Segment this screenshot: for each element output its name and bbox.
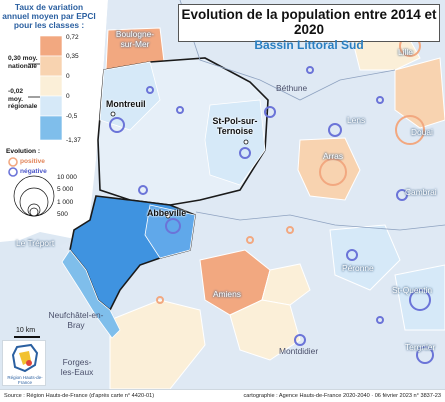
dot-montreuil	[110, 111, 116, 117]
city-label-arras: Arras	[323, 151, 344, 161]
epci-peronne	[329, 224, 401, 291]
city-label-bethune: Béthune	[276, 83, 308, 93]
region-logo-text: Région Hauts-de-France	[7, 375, 43, 385]
city-label-douai: Douai	[411, 127, 433, 137]
title-box: Evolution de la population entre 2014 et…	[178, 4, 440, 52]
footer-credit: cartographie : Agence Hauts-de-France 20…	[243, 393, 441, 399]
legend-class-label: 0,72	[66, 34, 79, 41]
city-label-neufchatel: Neufchâtel-en-Bray	[48, 310, 104, 330]
city-label-stquentin: St-Quentin	[392, 285, 433, 295]
epci-amiens-east	[261, 263, 311, 306]
border-north	[179, 0, 396, 101]
circle-stpol	[239, 147, 251, 159]
legend-swatch-4	[39, 95, 63, 117]
legend-negative-circle	[8, 167, 18, 177]
footer: Source : Région Hauts-de-France (d'après…	[0, 389, 445, 402]
circle-small-5	[376, 96, 384, 104]
circle-montdidier	[294, 334, 306, 346]
legend-positive-label: positive	[20, 158, 45, 165]
city-label-abbeville: Abbeville	[147, 208, 187, 218]
epci-arras	[297, 137, 361, 201]
city-label-forges: Forges-les-Eaux	[60, 357, 94, 377]
legend-positive-circle	[8, 157, 18, 167]
circle-bethune	[264, 106, 276, 118]
circle-small-6	[286, 226, 294, 234]
circle-arras	[319, 158, 347, 186]
epci-letreport	[61, 249, 121, 339]
scale-bar-label: 10 km	[16, 327, 36, 334]
city-label-montreuil: Montreuil	[106, 99, 146, 109]
region-logo: Région Hauts-de-France	[2, 340, 46, 386]
region-logo-mark	[11, 343, 39, 373]
circle-douai	[395, 115, 425, 145]
city-label-peronne: Péronne	[342, 263, 374, 273]
legend-size-label: 10 000	[57, 174, 77, 181]
city-label-lens: Lens	[347, 115, 366, 125]
legend-swatch-5	[39, 115, 63, 141]
city-label-montdidier: Montdidier	[279, 346, 319, 356]
legend-class-label: 0,35	[66, 53, 79, 60]
circle-lens	[328, 123, 342, 137]
circle-stquentin	[409, 289, 431, 311]
epci-lille-area	[394, 57, 445, 129]
dot-abbeville	[165, 213, 171, 219]
city-label-lille: Lille	[398, 47, 413, 57]
legend-evolution-title: Evolution :	[6, 148, 41, 155]
city-label-amiens: Amiens	[213, 289, 241, 299]
map-title: Evolution de la population entre 2014 et…	[181, 7, 437, 37]
circle-peronne	[346, 249, 358, 261]
legend-size-label: 1 000	[57, 199, 74, 206]
circle-cambrai	[396, 189, 408, 201]
legend-swatch-3	[39, 75, 63, 97]
circle-small-2	[146, 86, 154, 94]
legend-swatch-1	[39, 35, 63, 57]
circle-amiens	[213, 268, 247, 302]
map-subtitle: Bassin Littoral Sud	[254, 38, 364, 52]
epci-stpol	[204, 99, 266, 186]
scale-bar	[14, 336, 40, 338]
city-label-letreport: Le Tréport	[16, 238, 55, 248]
epci-south	[229, 299, 301, 361]
legend-class-label: -1,37	[66, 137, 81, 144]
city-label-cambrai: Cambrai	[405, 187, 437, 197]
legend-class-label: -0,5	[66, 113, 78, 120]
dot-stpol	[243, 139, 249, 145]
legend-swatch-2	[39, 55, 63, 77]
legend-size-circles	[13, 175, 55, 217]
legend-class-label: 0	[66, 73, 70, 80]
circle-boulogne	[121, 41, 139, 59]
epci-stquentin	[394, 264, 445, 331]
legend-size-label: 500	[57, 211, 68, 218]
circle-small-9	[376, 316, 384, 324]
legend-size-label: 5 000	[57, 186, 74, 193]
circle-tergnier	[416, 346, 434, 364]
legend-title: Taux de variation annuel moyen par EPCI …	[2, 2, 96, 30]
legend-regional-ref: -0,02 moy. régionale	[8, 88, 38, 110]
circle-abbeville	[165, 218, 181, 234]
city-label-tergnier: Tergnier	[405, 342, 436, 352]
legend-class-label: 0	[66, 93, 70, 100]
circle-small-7	[246, 236, 254, 244]
city-label-stpol: St-Pol-sur-Ternoise	[212, 116, 258, 136]
footer-source: Source : Région Hauts-de-France (d'après…	[4, 393, 155, 399]
circle-small-3	[176, 106, 184, 114]
city-label-boulogne: Boulogne-sur-Mer	[115, 29, 155, 49]
circle-small-4	[306, 66, 314, 74]
border-somme	[195, 211, 445, 231]
legend-negative-label: négative	[20, 168, 47, 175]
legend-national-ref: 0,30 moy. nationale	[8, 55, 38, 70]
circle-small-1	[138, 185, 148, 195]
circle-small-8	[156, 296, 164, 304]
circle-montreuil	[109, 117, 125, 133]
